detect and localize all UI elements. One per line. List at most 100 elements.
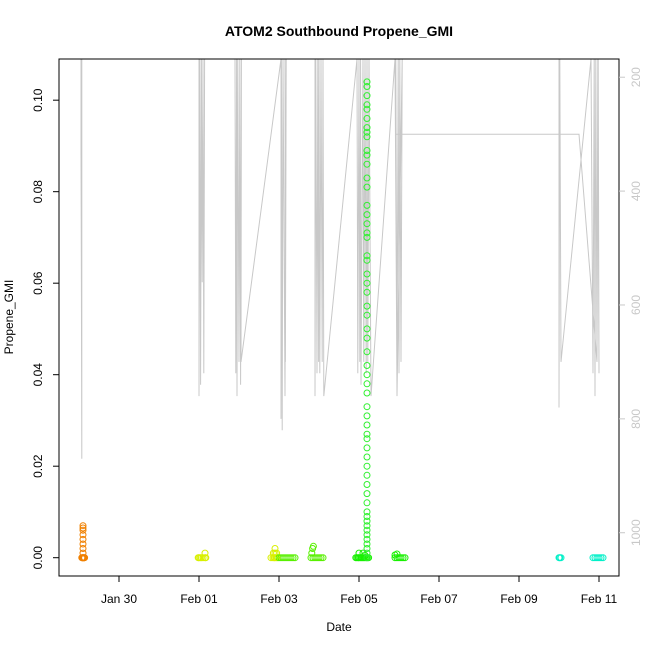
y-tick-label: 0.04 [31, 363, 45, 387]
data-point [363, 549, 371, 557]
data-point [201, 549, 209, 557]
data-point [397, 554, 405, 562]
data-point [363, 403, 371, 411]
data-point [363, 348, 371, 356]
data-point [79, 549, 87, 557]
data-point [363, 531, 371, 539]
x-tick-label: Feb 07 [420, 592, 458, 606]
data-point [363, 78, 371, 86]
data-point [363, 174, 371, 182]
y-tick-label: 0.00 [31, 546, 45, 570]
data-point [79, 540, 87, 548]
data-point [599, 554, 607, 562]
data-point [363, 513, 371, 520]
data-point [202, 554, 210, 562]
data-point [363, 430, 371, 438]
data-point [359, 549, 367, 557]
data-point [595, 554, 603, 562]
data-point [363, 380, 371, 388]
y-tick-label: 0.02 [31, 454, 45, 478]
x-tick-label: Feb 11 [581, 592, 618, 606]
data-point [399, 554, 407, 562]
data-point [363, 444, 371, 452]
data-point [79, 545, 87, 552]
x-tick-label: Feb 09 [500, 592, 538, 606]
data-point [363, 252, 371, 260]
y-tick-label: 0.10 [31, 88, 45, 112]
data-point [363, 220, 371, 228]
data-point [401, 554, 409, 562]
data-point [363, 535, 371, 543]
data-point [363, 490, 371, 498]
data-point [363, 160, 371, 168]
data-point [308, 549, 316, 557]
data-point [363, 151, 371, 159]
x-tick-label: Feb 03 [260, 592, 298, 606]
data-point [289, 554, 297, 562]
data-point [363, 133, 371, 141]
data-point [81, 554, 89, 562]
altitude-track-line [80, 58, 600, 459]
plot-frame [58, 58, 620, 577]
data-point [363, 554, 371, 562]
data-point [309, 542, 317, 550]
data-point [363, 325, 371, 333]
data-point [271, 545, 279, 552]
x-tick-label: Feb 05 [340, 592, 378, 606]
y-axis-label: Propene_GMI [2, 280, 16, 355]
data-point [363, 101, 371, 109]
x-axis-label: Date [326, 620, 352, 634]
data-point [355, 549, 363, 557]
data-point [363, 545, 371, 552]
data-point [79, 526, 87, 534]
data-point [79, 524, 87, 532]
data-point [363, 83, 371, 90]
data-point [363, 302, 371, 310]
data-point [361, 551, 369, 559]
data-point [363, 270, 371, 278]
data-point [363, 517, 371, 525]
right-tick-label: 600 [629, 295, 643, 315]
data-point [363, 288, 371, 296]
data-point [363, 311, 371, 319]
y-tick-label: 0.06 [31, 271, 45, 295]
y-tick-label: 0.08 [31, 180, 45, 204]
data-point [363, 435, 371, 443]
data-point [363, 279, 371, 287]
data-point [597, 554, 605, 562]
data-point [363, 508, 371, 516]
data-point [79, 522, 87, 530]
data-point [79, 535, 87, 543]
data-point [363, 334, 371, 342]
data-point [287, 554, 295, 562]
data-point [363, 540, 371, 548]
data-point [363, 124, 371, 132]
data-point [79, 531, 87, 539]
data-point [557, 554, 565, 562]
altitude-track-layer [80, 58, 600, 459]
x-axis: Jan 30 Feb 01 Feb 03 Feb 05 Feb 07 Feb 09 Feb … [101, 576, 618, 606]
data-point [363, 471, 371, 479]
data-point [363, 233, 371, 241]
data-point [363, 201, 371, 209]
chart-title: ATOM2 Southbound Propene_GMI [225, 23, 453, 39]
data-point [319, 554, 327, 562]
data-point [363, 499, 371, 507]
data-point [363, 147, 371, 154]
x-tick-label: Jan 30 [101, 592, 137, 606]
data-point [363, 256, 371, 264]
data-point [363, 453, 371, 461]
data-point [363, 362, 371, 369]
data-point [363, 412, 371, 420]
data-point [363, 183, 371, 191]
right-tick-label: 400 [629, 181, 643, 201]
data-point [199, 554, 207, 562]
right-tick-label: 1000 [629, 519, 643, 546]
right-axis: 200 400 600 800 1000 [619, 67, 643, 546]
data-point [393, 550, 401, 558]
data-point [363, 105, 371, 113]
data-point [363, 462, 371, 470]
data-point [317, 554, 325, 562]
data-point [363, 522, 371, 530]
